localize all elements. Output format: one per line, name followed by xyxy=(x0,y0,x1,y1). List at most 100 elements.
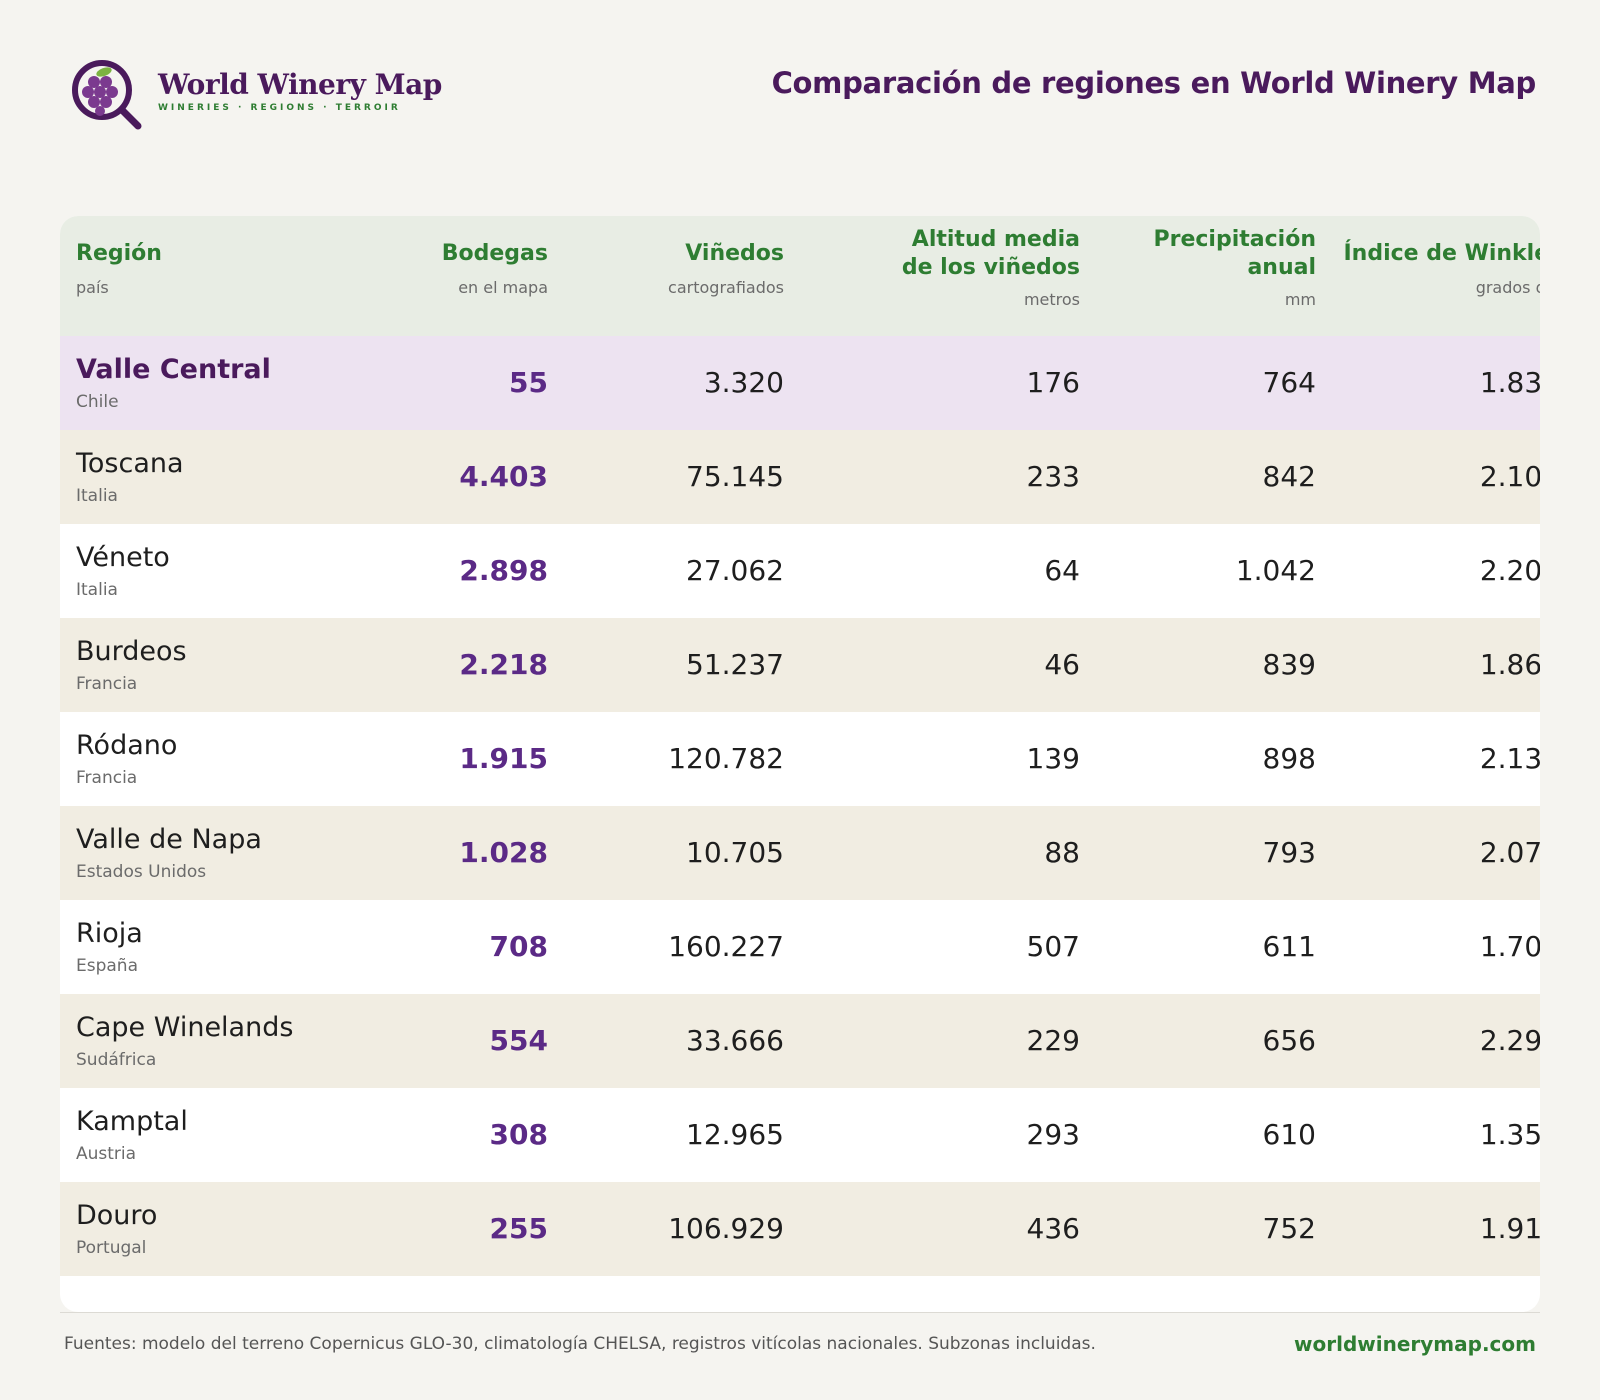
table-row[interactable]: Valle de Napa Estados Unidos 1.028 10.70… xyxy=(60,806,1540,900)
altitud-value: 46 xyxy=(1044,648,1080,681)
bodegas-value: 708 xyxy=(489,930,548,963)
altitud-value: 139 xyxy=(1026,742,1080,775)
column-unit: país xyxy=(76,278,109,297)
region-cell: Douro Portugal xyxy=(76,1182,336,1276)
precipitacion-value: 842 xyxy=(1262,460,1316,493)
column-header-altitud: Altitud media de los viñedos metros xyxy=(820,226,1080,309)
region-name: Burdeos xyxy=(76,636,187,667)
region-cell: Valle Central Chile xyxy=(76,336,336,430)
winkler-value: 1.835 xyxy=(1479,366,1540,399)
region-cell: Véneto Italia xyxy=(76,524,336,618)
table-row[interactable]: Ródano Francia 1.915 120.782 139 898 2.1… xyxy=(60,712,1540,806)
column-header-region: Región país xyxy=(76,226,316,297)
bodegas-value: 1.028 xyxy=(459,836,548,869)
region-name: Douro xyxy=(76,1200,158,1231)
brand: World Winery Map WINERIES · REGIONS · TE… xyxy=(158,68,442,113)
region-name: Valle de Napa xyxy=(76,824,262,855)
column-title: Región xyxy=(76,241,162,266)
precipitacion-value: 764 xyxy=(1262,366,1316,399)
comparison-table: Región país Bodegas en el mapa Viñedos c… xyxy=(60,216,1540,1312)
bodegas-value: 2.898 xyxy=(459,554,548,587)
altitud-value: 64 xyxy=(1044,554,1080,587)
vinedos-value: 120.782 xyxy=(668,742,784,775)
altitud-value: 229 xyxy=(1026,1024,1080,1057)
header: World Winery Map WINERIES · REGIONS · TE… xyxy=(70,56,1536,136)
winkler-value: 2.109 xyxy=(1479,460,1540,493)
precipitacion-value: 610 xyxy=(1262,1118,1316,1151)
vinedos-value: 106.929 xyxy=(668,1212,784,1245)
table-row[interactable]: Douro Portugal 255 106.929 436 752 1.918 xyxy=(60,1182,1540,1276)
region-cell: Rioja España xyxy=(76,900,336,994)
column-unit: mm xyxy=(1284,290,1316,309)
region-cell: Cape Winelands Sudáfrica xyxy=(76,994,336,1088)
table-row[interactable]: Toscana Italia 4.403 75.145 233 842 2.10… xyxy=(60,430,1540,524)
bodegas-value: 1.915 xyxy=(459,742,548,775)
footer-divider xyxy=(60,1312,1540,1313)
footer-link[interactable]: worldwinerymap.com xyxy=(1294,1332,1536,1356)
column-header-winkler: Índice de Winkler grados día xyxy=(1320,226,1541,297)
column-unit: grados día xyxy=(1475,278,1540,297)
country-name: Francia xyxy=(76,674,138,694)
region-name: Véneto xyxy=(76,542,170,573)
country-name: Francia xyxy=(76,768,138,788)
country-name: Chile xyxy=(76,392,119,412)
vinedos-value: 12.965 xyxy=(686,1118,784,1151)
vinedos-value: 75.145 xyxy=(686,460,784,493)
region-cell: Valle de Napa Estados Unidos xyxy=(76,806,336,900)
precipitacion-value: 1.042 xyxy=(1235,554,1316,587)
region-name: Valle Central xyxy=(76,354,271,385)
vinedos-value: 33.666 xyxy=(686,1024,784,1057)
column-title-line2: anual xyxy=(1247,255,1316,280)
table-row[interactable]: Kamptal Austria 308 12.965 293 610 1.358 xyxy=(60,1088,1540,1182)
altitud-value: 293 xyxy=(1026,1118,1080,1151)
table-row[interactable]: Cape Winelands Sudáfrica 554 33.666 229 … xyxy=(60,994,1540,1088)
region-name: Ródano xyxy=(76,730,178,761)
vinedos-value: 3.320 xyxy=(703,366,784,399)
bodegas-value: 308 xyxy=(489,1118,548,1151)
country-name: Austria xyxy=(76,1144,137,1164)
altitud-value: 507 xyxy=(1026,930,1080,963)
altitud-value: 233 xyxy=(1026,460,1080,493)
winkler-value: 2.076 xyxy=(1479,836,1540,869)
table-row[interactable]: Véneto Italia 2.898 27.062 64 1.042 2.20… xyxy=(60,524,1540,618)
bodegas-value: 55 xyxy=(509,366,548,399)
precipitacion-value: 793 xyxy=(1262,836,1316,869)
bodegas-value: 2.218 xyxy=(459,648,548,681)
region-cell: Ródano Francia xyxy=(76,712,336,806)
winkler-value: 1.861 xyxy=(1479,648,1540,681)
altitud-value: 176 xyxy=(1026,366,1080,399)
winkler-value: 2.299 xyxy=(1479,1024,1540,1057)
bodegas-value: 554 xyxy=(489,1024,548,1057)
precipitacion-value: 656 xyxy=(1262,1024,1316,1057)
table-row[interactable]: Valle Central Chile 55 3.320 176 764 1.8… xyxy=(60,336,1540,430)
table-row[interactable]: Rioja España 708 160.227 507 611 1.708 xyxy=(60,900,1540,994)
bodegas-value: 255 xyxy=(489,1212,548,1245)
country-name: Portugal xyxy=(76,1238,147,1258)
region-name: Toscana xyxy=(76,448,184,479)
table-header: Región país Bodegas en el mapa Viñedos c… xyxy=(60,216,1540,336)
column-title: Índice de Winkler xyxy=(1343,241,1541,266)
column-title: Viñedos xyxy=(685,241,784,266)
winkler-value: 2.200 xyxy=(1479,554,1540,587)
brand-name: World Winery Map xyxy=(158,68,442,101)
country-name: Sudáfrica xyxy=(76,1050,157,1070)
vinedos-value: 160.227 xyxy=(668,930,784,963)
vinedos-value: 51.237 xyxy=(686,648,784,681)
column-unit: metros xyxy=(1023,290,1080,309)
column-header-precipitacion: Precipitación anual mm xyxy=(1100,226,1317,309)
table-row[interactable]: Burdeos Francia 2.218 51.237 46 839 1.86… xyxy=(60,618,1540,712)
altitud-value: 88 xyxy=(1044,836,1080,869)
winkler-value: 2.131 xyxy=(1479,742,1540,775)
column-unit: en el mapa xyxy=(458,278,548,297)
grape-magnifier-logo-icon[interactable] xyxy=(70,58,146,134)
column-title-line1: Altitud media xyxy=(911,227,1080,252)
column-title: Bodegas xyxy=(441,241,548,266)
precipitacion-value: 898 xyxy=(1262,742,1316,775)
region-name: Cape Winelands xyxy=(76,1012,294,1043)
winkler-value: 1.918 xyxy=(1479,1212,1540,1245)
precipitacion-value: 839 xyxy=(1262,648,1316,681)
region-name: Kamptal xyxy=(76,1106,188,1137)
winkler-value: 1.358 xyxy=(1479,1118,1540,1151)
precipitacion-value: 611 xyxy=(1262,930,1316,963)
page-title: Comparación de regiones en World Winery … xyxy=(771,66,1537,100)
